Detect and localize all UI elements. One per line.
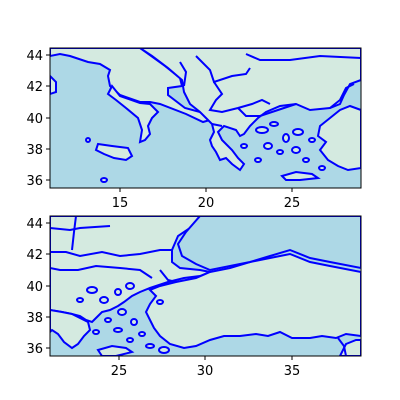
aegean-islands — [85, 121, 326, 183]
top-ytick-0: 44 — [26, 49, 43, 64]
map-top-y-axis: 44 42 40 38 36 — [26, 49, 50, 189]
map-bottom-x-axis: 25 30 35 — [111, 356, 301, 379]
italy-land — [50, 48, 213, 124]
top-ytick-1: 42 — [26, 80, 43, 95]
bottom-xtick-2: 35 — [284, 364, 301, 379]
aegean-islands-bottom — [76, 282, 170, 354]
sicily — [94, 142, 134, 162]
map-top-x-axis: 15 20 25 — [112, 188, 301, 211]
black-sea — [176, 216, 361, 272]
map-bottom: 44 42 40 38 36 25 30 35 — [26, 215, 362, 379]
top-ytick-2: 40 — [26, 112, 43, 127]
crete-bottom — [96, 344, 135, 356]
italy-toe — [106, 84, 160, 144]
bottom-ytick-3: 38 — [26, 311, 43, 326]
bottom-ytick-2: 40 — [26, 280, 43, 295]
borders-bottom — [50, 216, 347, 356]
bottom-xtick-1: 30 — [197, 364, 214, 379]
anatolia-land — [316, 104, 361, 172]
bottom-xtick-0: 25 — [111, 364, 128, 379]
top-ytick-4: 36 — [26, 174, 43, 189]
anatolia-land-bottom — [144, 252, 361, 350]
top-xtick-1: 20 — [198, 196, 215, 211]
map-bottom-land — [50, 216, 361, 356]
top-xtick-2: 25 — [284, 196, 301, 211]
sardinia — [50, 74, 57, 96]
borders-top — [179, 53, 361, 127]
bottom-ytick-0: 44 — [26, 217, 43, 232]
balkans-land — [138, 48, 361, 172]
bottom-ytick-1: 42 — [26, 248, 43, 263]
greece-land-bottom — [50, 308, 92, 350]
bottom-ytick-4: 36 — [26, 342, 43, 357]
crete — [280, 170, 321, 181]
map-top: 44 42 40 38 36 15 20 25 — [26, 47, 362, 211]
top-xtick-0: 15 — [112, 196, 129, 211]
top-ytick-3: 38 — [26, 143, 43, 158]
map-bottom-y-axis: 44 42 40 38 36 — [26, 217, 50, 357]
map-top-land — [50, 48, 361, 183]
